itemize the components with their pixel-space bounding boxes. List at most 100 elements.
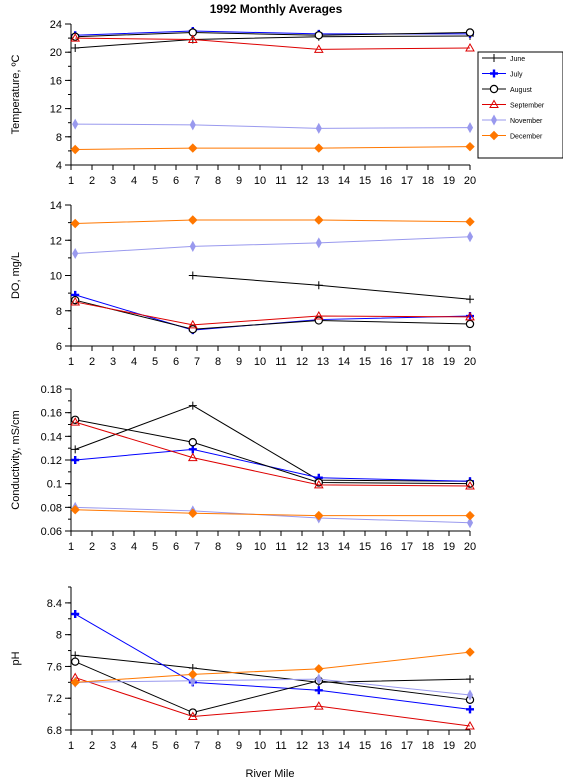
x-tick-label: 7	[194, 356, 200, 368]
data-point	[314, 316, 323, 325]
data-point	[188, 143, 198, 153]
data-point	[72, 247, 79, 259]
x-tick-label: 12	[296, 541, 308, 553]
data-point	[314, 31, 323, 40]
x-tick-label: 9	[236, 175, 242, 187]
data-point	[70, 417, 81, 426]
data-point	[189, 675, 196, 687]
series-december	[70, 647, 475, 688]
series-line	[75, 419, 471, 485]
y-tick-label: 12	[50, 104, 62, 116]
x-tick-label: 1	[68, 541, 74, 553]
legend-marker	[490, 54, 498, 62]
data-point	[189, 240, 196, 252]
x-tick-label: 2	[89, 740, 95, 752]
data-point	[466, 705, 474, 714]
x-tick-label: 12	[296, 356, 308, 368]
legend-item-december: December	[482, 130, 543, 141]
series-line	[75, 677, 471, 727]
series-december	[70, 504, 475, 521]
data-point	[71, 445, 80, 454]
x-tick-label: 12	[296, 740, 308, 752]
data-point	[465, 481, 475, 490]
y-tick-label: 10	[50, 271, 62, 283]
x-tick-label: 11	[275, 541, 286, 553]
legend-label: September	[510, 103, 545, 110]
x-tick-label: 3	[110, 175, 116, 187]
data-point	[315, 122, 322, 134]
x-tick-label: 9	[236, 541, 242, 553]
data-point	[188, 445, 197, 454]
series-line	[75, 31, 471, 38]
legend-marker	[489, 99, 499, 108]
data-point	[314, 510, 324, 521]
series-november	[72, 231, 474, 259]
x-tick-label: 2	[89, 541, 95, 553]
x-tick-label: 5	[152, 356, 158, 368]
y-tick-label: 8	[56, 306, 62, 318]
x-tick-label: 5	[152, 541, 158, 553]
data-point	[188, 669, 198, 680]
series-line	[75, 301, 471, 326]
x-tick-label: 5	[152, 175, 158, 187]
data-point	[314, 281, 323, 290]
series-november	[72, 118, 474, 134]
x-tick-label: 13	[317, 175, 329, 187]
series-july	[71, 610, 474, 714]
data-point	[466, 689, 474, 701]
x-tick-label: 6	[173, 356, 179, 368]
data-point	[314, 143, 324, 153]
data-point	[70, 504, 80, 515]
data-point	[188, 271, 197, 280]
legend-marker	[489, 84, 499, 94]
panel-4: 6.87.27.688.41 2 3 4 5 6 7 8 9 10 11 12 13 14 15 16 17 18…	[10, 586, 476, 752]
legend-item-june: June	[482, 54, 525, 63]
data-point	[189, 119, 196, 131]
data-point	[71, 610, 80, 619]
data-point	[313, 44, 324, 53]
legend-label: August	[510, 87, 532, 94]
x-tick-label: 19	[443, 175, 455, 187]
data-point	[465, 42, 475, 52]
x-tick-label: 10	[254, 740, 266, 752]
x-tick-label: 7	[194, 175, 200, 187]
x-tick-label: 4	[131, 175, 137, 187]
data-point	[465, 647, 475, 657]
y-axis-label: DO, mg/L	[10, 252, 22, 299]
y-axis-label: Temperature, ºC	[10, 55, 22, 135]
series-line	[75, 219, 471, 225]
legend-item-july: July	[482, 69, 523, 79]
x-tick-label: 17	[401, 740, 413, 752]
data-point	[313, 311, 324, 320]
y-axis-label: Conductivity, mS/cm	[10, 410, 22, 509]
data-point	[70, 218, 80, 229]
data-point	[70, 144, 80, 155]
x-tick-label: 16	[380, 175, 392, 187]
data-point	[313, 701, 324, 710]
legend-marker	[489, 130, 499, 141]
x-tick-label: 16	[380, 541, 392, 553]
y-tick-label: 14	[50, 200, 62, 212]
y-axis-label: pH	[10, 651, 22, 665]
series-line	[75, 236, 471, 254]
x-tick-label: 15	[359, 740, 371, 752]
x-tick-label: 14	[338, 740, 350, 752]
x-axis-label: River Mile	[246, 768, 295, 780]
x-tick-label: 1	[68, 175, 74, 187]
x-tick-label: 2	[89, 356, 95, 368]
x-tick-label: 4	[131, 356, 137, 368]
x-tick-label: 19	[443, 740, 455, 752]
data-point	[465, 28, 475, 37]
y-tick-label: 8	[56, 630, 62, 642]
series-june	[71, 401, 474, 486]
data-point	[188, 215, 198, 225]
data-point	[465, 311, 475, 321]
data-point	[188, 325, 197, 334]
x-tick-label: 13	[317, 356, 329, 368]
legend-label: June	[510, 56, 525, 63]
legend-marker	[490, 69, 498, 78]
x-tick-label: 20	[464, 356, 476, 368]
series-line	[75, 35, 471, 49]
x-tick-label: 14	[338, 175, 350, 187]
